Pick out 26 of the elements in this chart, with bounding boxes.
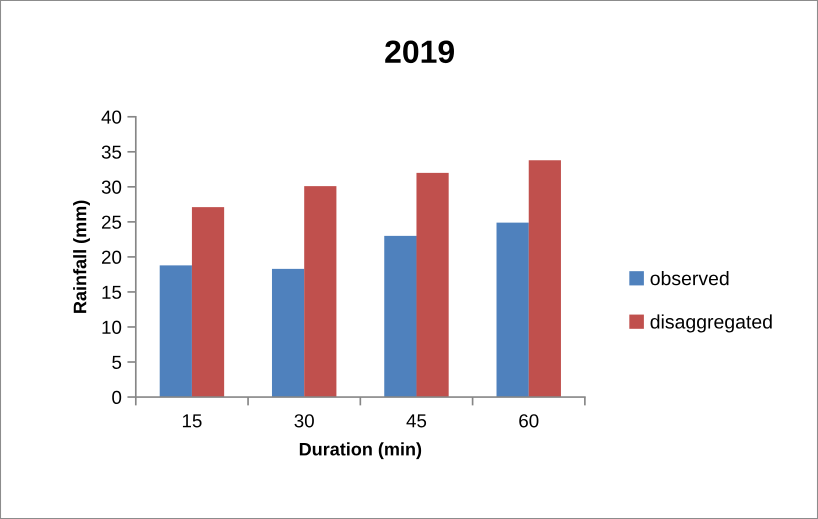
y-axis-title: Rainfall (mm) — [73, 200, 90, 313]
y-tick-label: 5 — [112, 356, 122, 369]
y-tick-label: 10 — [102, 320, 122, 334]
y-tick-label: 25 — [102, 216, 122, 229]
y-tick-label: 20 — [102, 250, 122, 264]
bar — [304, 186, 336, 398]
bar — [272, 268, 304, 398]
x-tick-label: 45 — [406, 414, 426, 428]
x-tick-label: 15 — [182, 414, 202, 428]
x-axis-title: Duration (min) — [300, 442, 422, 460]
bar — [496, 222, 529, 398]
bar — [384, 236, 416, 398]
legend-label: observed — [650, 270, 728, 286]
bar — [528, 160, 561, 398]
y-tick-label: 15 — [102, 286, 122, 299]
y-tick-label: 0 — [112, 390, 122, 404]
x-tick-label: 60 — [519, 414, 538, 428]
bar — [416, 172, 449, 398]
chart-title: 2019 — [385, 40, 454, 64]
bar — [192, 207, 224, 398]
legend-label: disaggregated — [650, 314, 772, 333]
y-tick-label: 40 — [101, 110, 122, 124]
y-tick-label: 35 — [102, 146, 122, 159]
bar — [160, 265, 192, 398]
x-tick-label: 30 — [294, 414, 314, 428]
y-tick-label: 30 — [102, 180, 122, 194]
